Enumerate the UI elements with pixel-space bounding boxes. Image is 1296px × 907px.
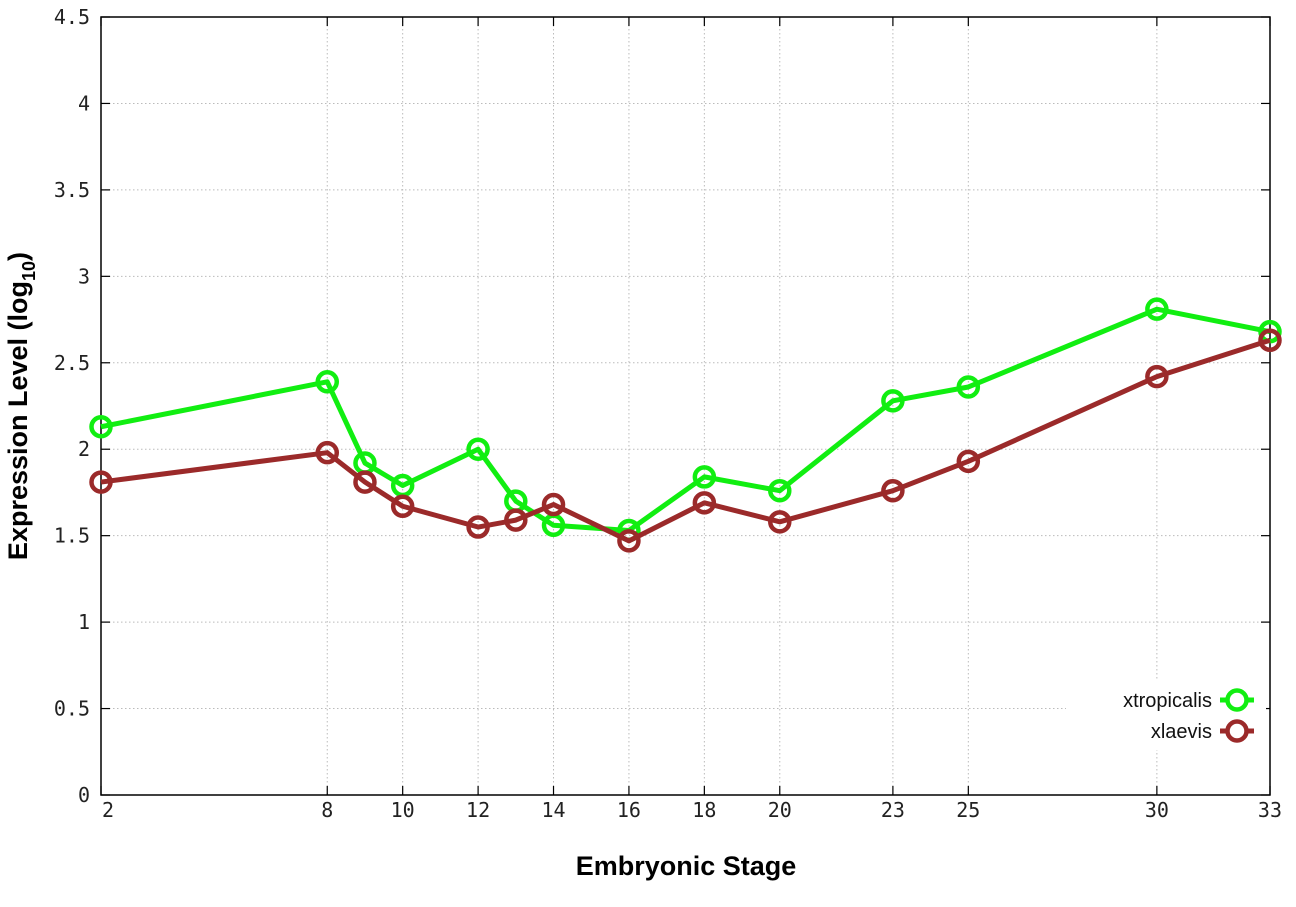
x-tick-label: 16 bbox=[617, 798, 641, 822]
y-tick-label: 3.5 bbox=[54, 178, 90, 202]
legend-marker-xtropicalis bbox=[1225, 688, 1249, 712]
data-point-xtropicalis bbox=[881, 389, 905, 413]
data-point-xtropicalis bbox=[466, 437, 490, 461]
data-point-xlaevis bbox=[692, 491, 717, 515]
data-point-xtropicalis bbox=[692, 465, 717, 489]
legend-marker-xlaevis bbox=[1225, 719, 1249, 743]
y-tick-label: 4.5 bbox=[54, 5, 90, 29]
y-tick-label: 2 bbox=[78, 437, 90, 461]
y-tick-label: 2.5 bbox=[54, 351, 90, 375]
data-point-xlaevis bbox=[390, 494, 415, 519]
series-xlaevis bbox=[89, 328, 1282, 553]
x-tick-label: 25 bbox=[956, 798, 980, 822]
legend-label-xlaevis: xlaevis bbox=[1151, 721, 1212, 743]
plot-frame bbox=[100, 16, 1271, 796]
x-tick-label: 2 bbox=[102, 798, 114, 822]
y-axis-title: Expression Level (log10) bbox=[3, 252, 39, 560]
y-tick-label: 0 bbox=[78, 783, 90, 807]
x-tick-label: 20 bbox=[768, 798, 792, 822]
y-tick-label: 1.5 bbox=[54, 524, 90, 548]
data-point-xlaevis bbox=[881, 478, 905, 503]
x-tick-label: 10 bbox=[391, 798, 415, 822]
x-tick-label: 14 bbox=[541, 798, 565, 822]
data-point-xlaevis bbox=[1258, 328, 1282, 353]
axis-ticks: 0 0.5 1 1.5 2 2.5 3 3.5 4 4.5 2 8 10 12 14 16 18 20 23 25 30… bbox=[54, 5, 1282, 822]
data-point-xlaevis bbox=[315, 440, 340, 465]
data-point-xlaevis bbox=[1145, 364, 1169, 389]
y-axis-title-main: Expression Level (log bbox=[3, 281, 33, 560]
data-point-xtropicalis bbox=[315, 370, 340, 394]
y-tick-label: 3 bbox=[78, 264, 90, 288]
series-line-xlaevis bbox=[100, 337, 1271, 544]
y-axis-title-subscript: 10 bbox=[19, 261, 39, 281]
x-tick-label: 12 bbox=[466, 798, 490, 822]
x-tick-label: 30 bbox=[1145, 798, 1169, 822]
data-point-xlaevis bbox=[768, 510, 792, 534]
data-point-xlaevis bbox=[89, 470, 113, 494]
data-point-xtropicalis bbox=[89, 414, 113, 439]
legend: xtropicalis xlaevis bbox=[1066, 680, 1266, 750]
y-tick-label: 1 bbox=[78, 610, 90, 634]
data-point-xlaevis bbox=[353, 470, 377, 494]
data-point-xlaevis bbox=[541, 492, 566, 517]
series-layer bbox=[89, 297, 1282, 553]
legend-label-xtropicalis: xtropicalis bbox=[1123, 690, 1212, 712]
series-line-xtropicalis bbox=[100, 306, 1271, 533]
grid-lines bbox=[101, 17, 1270, 795]
x-axis-title: Embryonic Stage bbox=[576, 851, 797, 881]
data-point-xtropicalis bbox=[956, 375, 981, 399]
data-point-xlaevis bbox=[466, 515, 490, 539]
y-tick-label: 4 bbox=[78, 91, 90, 115]
y-axis-title-close: ) bbox=[3, 252, 33, 261]
x-tick-label: 23 bbox=[881, 798, 905, 822]
data-point-xtropicalis bbox=[1145, 297, 1169, 321]
x-tick-label: 8 bbox=[321, 798, 333, 822]
data-point-xtropicalis bbox=[768, 478, 792, 503]
y-tick-label: 0.5 bbox=[54, 697, 90, 721]
x-tick-label: 18 bbox=[692, 798, 716, 822]
series-xtropicalis bbox=[89, 297, 1282, 543]
data-point-xlaevis bbox=[504, 508, 528, 532]
data-point-xlaevis bbox=[956, 449, 981, 474]
x-tick-label: 33 bbox=[1258, 798, 1282, 822]
data-point-xlaevis bbox=[617, 529, 641, 553]
